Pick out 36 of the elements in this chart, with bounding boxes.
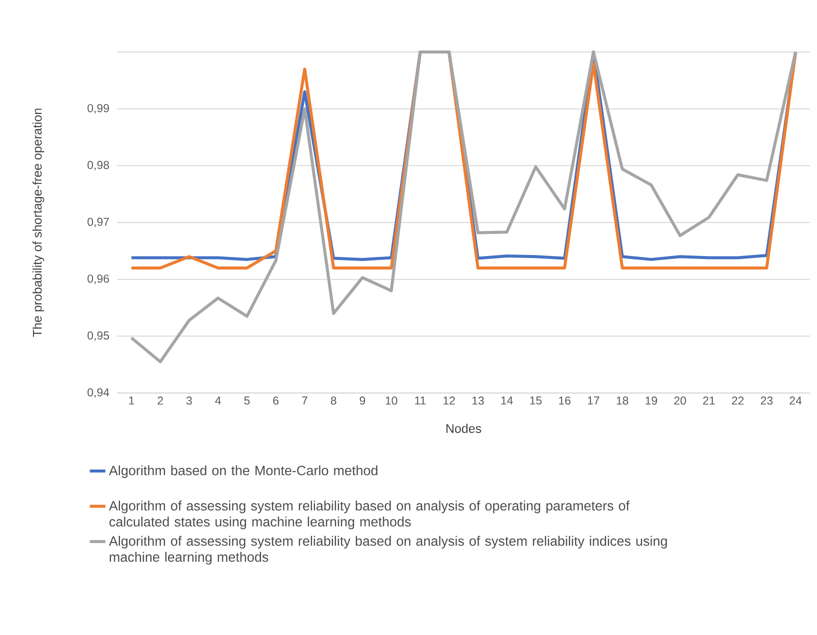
y-tick-label: 0,94 [88,388,110,398]
y-tick-label: 0,99 [88,104,109,114]
x-tick-label: 12 [444,396,455,405]
x-tick-label: 9 [360,396,366,405]
x-tick-label: 22 [732,396,744,405]
x-tick-label: 15 [530,396,542,405]
legend-label: Algorithm based on the Monte-Carlo method [108,465,378,478]
y-tick-label: 0,95 [88,331,109,341]
y-tick-label: 0,97 [88,218,109,228]
x-tick-label: 3 [186,396,192,405]
x-tick-label: 2 [158,396,163,405]
legend-label: Algorithm of assessing system reliability based on analysis of system reliability indices using machine learning methods [108,536,667,564]
x-tick-label: 23 [760,396,773,405]
x-tick-label: 17 [588,396,600,404]
y-tick-label: 0,96 [88,274,109,284]
x-tick-label: 24 [790,396,802,405]
legend-label: Algorithm of assessing system reliability based on analysis of operating parameters of calculated states using machine learning methods [108,500,630,530]
y-tick-label: 0,98 [88,160,109,170]
x-tick-label: 16 [559,396,570,405]
x-tick-label: 13 [472,396,484,405]
x-tick-label: 19 [646,396,658,405]
x-tick-label: 20 [674,396,686,405]
x-tick-label: 14 [501,396,513,404]
x-axis-title: Nodes [446,424,482,433]
line-series [130,50,798,364]
x-tick-label: 8 [330,396,336,405]
x-tick-label: 4 [215,396,221,404]
x-tick-label: 10 [386,396,398,405]
x-tick-label: 11 [415,396,426,404]
x-tick-label: 18 [616,396,628,405]
y-axis-title: The probability of shortage-free operation [32,108,44,337]
x-tick-label: 6 [273,396,279,405]
x-tick-label: 21 [703,396,715,405]
x-tick-label: 7 [302,396,308,404]
x-tick-label: 5 [244,396,250,405]
x-tick-label: 1 [129,396,134,404]
